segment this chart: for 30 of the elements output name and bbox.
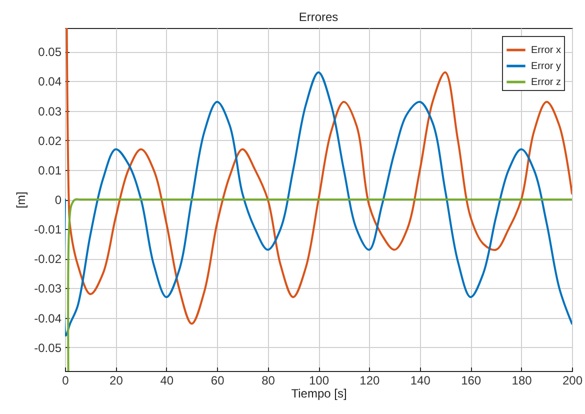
y-tick-label: -0.03 (34, 282, 62, 296)
y-tick-label: 0.01 (38, 163, 62, 178)
y-tick-label: -0.02 (34, 252, 62, 266)
legend-label: Error z (531, 77, 561, 88)
chart-title: Errores (298, 10, 338, 24)
x-tick-label: 140 (410, 374, 431, 388)
x-tick-label: 120 (360, 374, 380, 388)
y-axis-title: [m] (14, 192, 28, 208)
x-tick-label: 100 (308, 374, 330, 388)
x-tick-label: 60 (210, 374, 225, 388)
line-series (65, 71, 572, 337)
x-tick-label: 160 (461, 374, 482, 388)
legend-label: Error x (531, 45, 561, 56)
x-tick-label: 200 (562, 374, 583, 388)
x-axis-title: Tiempo [s] (291, 386, 347, 400)
y-tick-label: -0.04 (34, 311, 62, 326)
y-tick-label: 0.05 (38, 45, 62, 60)
x-tick-label: 80 (262, 374, 276, 388)
legend-label: Error y (531, 61, 561, 72)
x-tick-label: 40 (160, 374, 174, 388)
x-tick-label: 20 (110, 374, 124, 388)
line-series (67, 198, 572, 371)
y-tick-label: 0.04 (38, 74, 62, 89)
y-tick-label: -0.01 (34, 222, 62, 237)
line-series (66, 28, 572, 325)
y-tick-label: 0.03 (38, 104, 62, 118)
y-tick-label: -0.05 (34, 340, 62, 355)
y-tick-label: 0.02 (38, 134, 62, 148)
y-tick-label: 0 (54, 193, 62, 207)
x-tick-label: 180 (512, 374, 532, 388)
